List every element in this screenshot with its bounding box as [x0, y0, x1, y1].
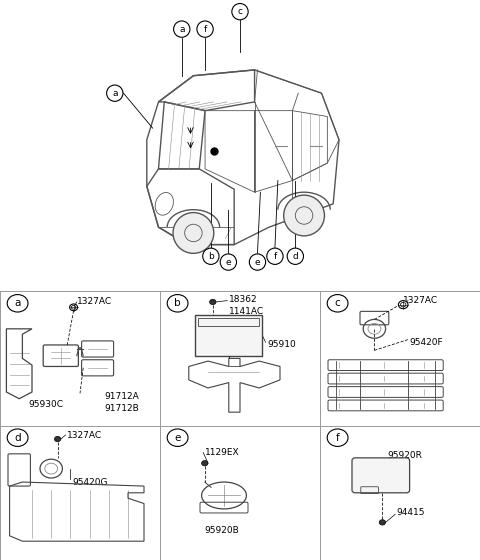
Text: a: a	[112, 88, 118, 97]
Circle shape	[249, 254, 265, 270]
Text: b: b	[174, 298, 181, 309]
Text: e: e	[174, 433, 181, 443]
Text: e: e	[255, 258, 260, 267]
Circle shape	[220, 254, 237, 270]
Text: 94415: 94415	[397, 508, 425, 517]
Circle shape	[54, 436, 61, 442]
Text: d: d	[14, 433, 21, 443]
Text: c: c	[335, 298, 340, 309]
Circle shape	[287, 248, 303, 264]
Circle shape	[167, 429, 188, 446]
Text: a: a	[179, 25, 184, 34]
Text: 95420F: 95420F	[409, 338, 443, 347]
Circle shape	[197, 21, 213, 38]
Text: b: b	[208, 252, 214, 261]
FancyBboxPatch shape	[195, 315, 263, 356]
Text: 95920B: 95920B	[205, 526, 240, 535]
Circle shape	[70, 304, 78, 311]
Circle shape	[379, 520, 385, 525]
Text: e: e	[226, 258, 231, 267]
Circle shape	[203, 248, 219, 264]
Circle shape	[167, 295, 188, 312]
Circle shape	[7, 429, 28, 446]
Text: f: f	[204, 25, 207, 34]
Text: f: f	[273, 252, 276, 261]
Circle shape	[107, 85, 123, 101]
Circle shape	[327, 429, 348, 446]
Circle shape	[7, 295, 28, 312]
Text: 1327AC: 1327AC	[77, 297, 112, 306]
Text: d: d	[292, 252, 298, 261]
Text: f: f	[336, 433, 339, 443]
Circle shape	[174, 21, 190, 38]
Text: 95930C: 95930C	[29, 400, 64, 409]
Text: 1327AC: 1327AC	[67, 431, 102, 440]
Text: 91712A: 91712A	[104, 391, 139, 400]
Circle shape	[173, 213, 214, 253]
Text: 91712B: 91712B	[104, 404, 139, 413]
Text: 1327AC: 1327AC	[403, 296, 438, 305]
Text: 1129EX: 1129EX	[205, 448, 240, 457]
Text: 1141AC: 1141AC	[229, 307, 264, 316]
Text: 18362: 18362	[229, 295, 257, 304]
Text: 95420G: 95420G	[72, 478, 108, 487]
Circle shape	[232, 3, 248, 20]
Text: 95910: 95910	[267, 340, 296, 349]
Circle shape	[210, 299, 216, 305]
Circle shape	[202, 460, 208, 466]
Text: 95920R: 95920R	[387, 451, 422, 460]
Circle shape	[327, 295, 348, 312]
Text: a: a	[14, 298, 21, 309]
Circle shape	[267, 248, 283, 264]
Circle shape	[284, 195, 324, 236]
FancyBboxPatch shape	[352, 458, 409, 493]
Circle shape	[398, 301, 408, 309]
Text: c: c	[238, 7, 242, 16]
